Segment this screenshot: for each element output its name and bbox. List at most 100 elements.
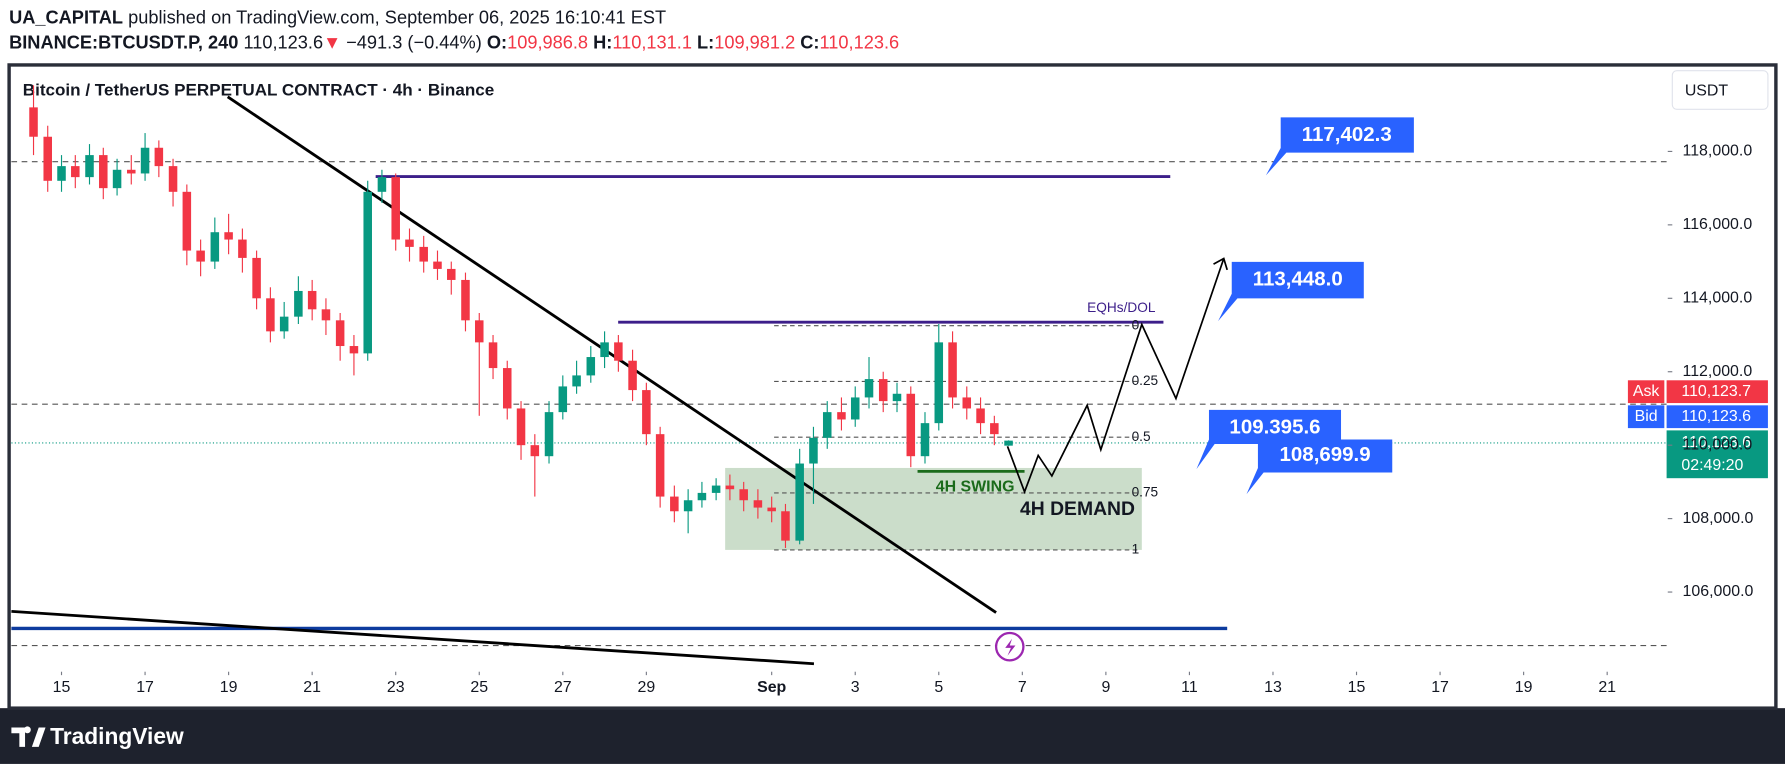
- price-tags: Ask 110,123.7 Bid 110,123.6 110,123.6 02…: [1627, 380, 1768, 479]
- candle-body: [809, 437, 818, 464]
- ask-price-tag: [1666, 380, 1768, 404]
- last-price: 110,123.6: [1681, 434, 1751, 451]
- candle-body: [168, 166, 178, 192]
- candle-body: [29, 107, 38, 137]
- o: 109,986.8: [507, 32, 588, 52]
- candle-body: [127, 169, 136, 174]
- x-tick-label: 27: [554, 679, 572, 696]
- candle-body: [433, 261, 442, 269]
- candle-body: [767, 507, 776, 512]
- candle-body: [628, 360, 637, 391]
- candle-body: [1004, 440, 1013, 446]
- currency-button[interactable]: [1671, 70, 1769, 110]
- fib-label: 1: [1132, 542, 1140, 557]
- candle-body: [837, 412, 846, 420]
- callout-text: 109.395.6: [1229, 416, 1320, 439]
- x-tick-label: 7: [1018, 679, 1027, 696]
- candle-body: [461, 279, 470, 321]
- candle-body: [363, 191, 372, 354]
- swing-label: 4H SWING: [936, 479, 1015, 496]
- candle-body: [377, 177, 387, 192]
- candle-body: [238, 239, 247, 258]
- countdown: 02:49:20: [1681, 457, 1743, 474]
- candle-body: [906, 393, 916, 457]
- candle-body: [655, 434, 665, 497]
- y-tick-label: 106,000.0: [1683, 583, 1754, 600]
- x-tick-label: 11: [1181, 679, 1198, 696]
- brand-logo: [11, 726, 46, 747]
- candle-body: [850, 397, 860, 420]
- candle-body: [711, 485, 721, 493]
- candle-body: [99, 155, 108, 189]
- candle-body: [419, 246, 428, 262]
- ask-price: 110,123.7: [1681, 383, 1751, 400]
- x-tick-label: 19: [220, 679, 238, 696]
- candle-body: [154, 147, 164, 167]
- y-tick-label: 110,000.0: [1683, 436, 1753, 453]
- candles: [29, 85, 1013, 548]
- currency[interactable]: USDT: [1685, 82, 1729, 99]
- x-tick-label: 21: [303, 679, 321, 696]
- candle-body: [57, 166, 66, 181]
- candle-body: [878, 379, 888, 402]
- candle-body: [85, 155, 94, 178]
- candle-body: [753, 500, 763, 508]
- h-label: H:: [593, 32, 612, 52]
- candle-body: [335, 320, 345, 347]
- eqhs-label: EQHs/DOL: [1087, 300, 1156, 315]
- last-price-tag: [1666, 430, 1768, 479]
- h: 110,131.1: [612, 32, 692, 52]
- event-bolt: [1005, 638, 1016, 656]
- arrow: ▼: [323, 32, 341, 52]
- footer-bar: [0, 708, 1785, 764]
- callout: [1218, 261, 1364, 322]
- candle-body: [739, 489, 748, 501]
- candle-body: [294, 290, 303, 317]
- x-tick-label: 25: [470, 679, 488, 696]
- candle-body: [642, 390, 651, 435]
- candle-body: [210, 232, 220, 262]
- annotation-texts: EQHs/DOL 0 0.25 0.5 0.75 1 4H SWING 4H D…: [936, 117, 1414, 557]
- x-tick-label: 21: [1598, 679, 1616, 696]
- candle-body: [196, 250, 205, 262]
- candle-body: [781, 511, 790, 541]
- projection-path: [1006, 258, 1225, 495]
- candle-body: [822, 412, 832, 438]
- candle-body: [391, 177, 400, 240]
- demand-label: 4H DEMAND: [1020, 498, 1135, 520]
- candle-body: [252, 257, 261, 299]
- candle-body: [558, 386, 568, 413]
- brand-name: TradingView: [50, 723, 184, 749]
- candle-body: [934, 342, 944, 424]
- ask-label: Ask: [1633, 383, 1660, 400]
- o-label: O:: [487, 32, 507, 52]
- published: published on TradingView.com, September …: [128, 7, 666, 27]
- candle-body: [892, 393, 902, 402]
- chart-frame: [7, 63, 1778, 710]
- callout: [1246, 439, 1393, 495]
- callout-text: 113,448.0: [1253, 268, 1343, 291]
- candle-body: [266, 298, 275, 332]
- candle-body: [307, 290, 317, 310]
- callout-text: 117,402.3: [1302, 123, 1392, 146]
- trendline: [11, 609, 815, 666]
- candle-body: [962, 397, 972, 409]
- brand: TradingView: [11, 723, 184, 749]
- y-tick-label: 118,000.0: [1683, 143, 1753, 160]
- l: 109,981.2: [714, 32, 795, 52]
- candle-body: [572, 375, 581, 387]
- candle-body: [670, 496, 679, 512]
- c-label: C:: [800, 32, 819, 52]
- y-tick-label: 116,000.0: [1683, 216, 1753, 233]
- candle-body: [71, 166, 80, 178]
- candle-body: [279, 316, 289, 332]
- bid-price-tag: [1666, 405, 1768, 429]
- bid-tag: [1627, 405, 1665, 429]
- header-line: UA_CAPITAL published on TradingView.com,…: [9, 7, 666, 27]
- candle-body: [920, 423, 930, 457]
- candle-body: [864, 379, 874, 398]
- candle-body: [224, 232, 233, 240]
- callout-text: 108,699.9: [1280, 443, 1371, 466]
- ask-tag: [1627, 380, 1665, 404]
